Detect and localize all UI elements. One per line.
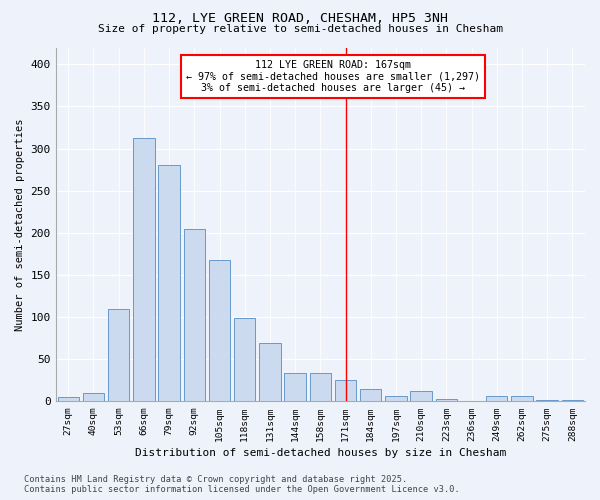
Bar xyxy=(511,396,533,401)
Bar xyxy=(410,391,432,401)
Bar xyxy=(436,398,457,401)
Bar xyxy=(259,343,281,401)
Bar xyxy=(486,396,508,401)
Bar xyxy=(83,393,104,401)
Bar xyxy=(284,374,306,401)
Y-axis label: Number of semi-detached properties: Number of semi-detached properties xyxy=(15,118,25,330)
Bar xyxy=(536,400,558,401)
Bar xyxy=(108,308,130,401)
Bar xyxy=(158,166,180,401)
Bar xyxy=(234,318,256,401)
Bar xyxy=(133,138,155,401)
Bar xyxy=(360,390,382,401)
X-axis label: Distribution of semi-detached houses by size in Chesham: Distribution of semi-detached houses by … xyxy=(135,448,506,458)
Text: 112, LYE GREEN ROAD, CHESHAM, HP5 3NH: 112, LYE GREEN ROAD, CHESHAM, HP5 3NH xyxy=(152,12,448,26)
Bar xyxy=(209,260,230,401)
Text: Size of property relative to semi-detached houses in Chesham: Size of property relative to semi-detach… xyxy=(97,24,503,34)
Text: 112 LYE GREEN ROAD: 167sqm
← 97% of semi-detached houses are smaller (1,297)
3% : 112 LYE GREEN ROAD: 167sqm ← 97% of semi… xyxy=(186,60,480,94)
Bar xyxy=(335,380,356,401)
Text: Contains HM Land Registry data © Crown copyright and database right 2025.
Contai: Contains HM Land Registry data © Crown c… xyxy=(24,474,460,494)
Bar xyxy=(562,400,583,401)
Bar xyxy=(184,230,205,401)
Bar xyxy=(58,397,79,401)
Bar xyxy=(310,374,331,401)
Bar xyxy=(385,396,407,401)
